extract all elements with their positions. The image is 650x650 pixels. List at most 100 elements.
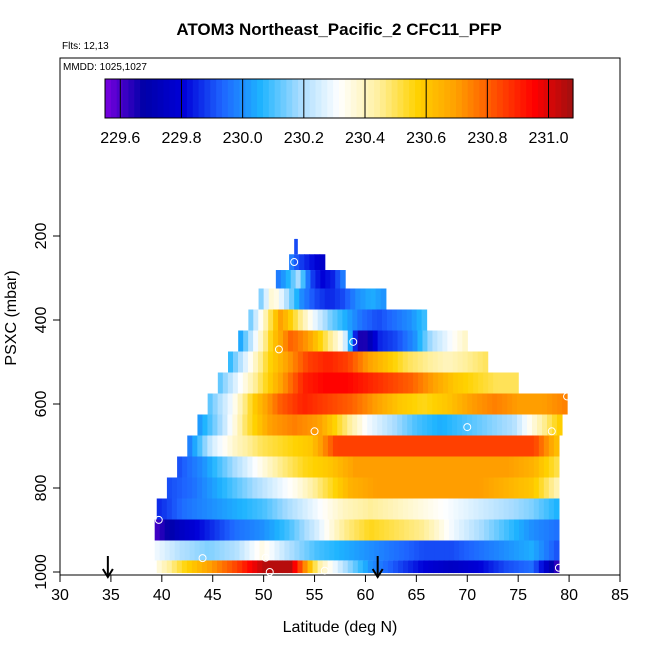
heatmap-cell — [448, 560, 454, 574]
heatmap-cell — [272, 498, 278, 520]
heatmap-cell — [257, 498, 263, 520]
heatmap-cell — [449, 540, 455, 561]
colorbar-segment — [227, 79, 235, 118]
heatmap-cell — [462, 414, 468, 436]
heatmap-cell — [217, 560, 223, 574]
heatmap-cell — [248, 330, 254, 352]
heatmap-cell — [472, 393, 478, 415]
heatmap-cell — [327, 456, 334, 478]
heatmap-cell — [204, 519, 211, 541]
heatmap-cell — [408, 372, 414, 394]
heatmap-cell — [458, 456, 465, 478]
heatmap-cell — [553, 456, 560, 478]
heatmap-cell — [438, 372, 444, 394]
heatmap-cell — [277, 414, 283, 436]
heatmap-cell — [428, 435, 434, 457]
heatmap-cell — [322, 456, 329, 478]
heatmap-cell — [274, 540, 281, 561]
heatmap-cell — [329, 540, 335, 561]
heatmap-cell — [197, 477, 203, 499]
heatmap-cell — [222, 372, 229, 394]
heatmap-cell — [442, 414, 448, 436]
heatmap-cell — [464, 519, 470, 541]
heatmap-cell — [428, 372, 434, 394]
heatmap-cell — [398, 435, 404, 457]
heatmap-cell — [337, 393, 344, 415]
heatmap-cell — [182, 456, 188, 478]
heatmap-cell — [478, 456, 485, 478]
heatmap-cell — [292, 414, 298, 436]
heatmap-cell — [553, 435, 560, 457]
heatmap-cell — [528, 519, 535, 541]
heatmap-cell — [247, 498, 253, 520]
heatmap-cell — [292, 435, 299, 457]
heatmap-cell — [217, 372, 224, 394]
heatmap-cell — [217, 456, 223, 478]
heatmap-cell — [267, 477, 274, 499]
heatmap-cell — [442, 351, 449, 373]
heatmap-cell — [322, 372, 329, 394]
heatmap-cell — [443, 372, 449, 394]
heatmap-cell — [498, 435, 505, 457]
heatmap-cell — [407, 393, 413, 415]
heatmap-cell — [207, 414, 214, 436]
heatmap-cell — [459, 519, 465, 541]
heatmap-cell — [302, 477, 309, 499]
heatmap-cell — [397, 330, 404, 352]
heatmap-cell — [498, 456, 505, 478]
heatmap-cell — [252, 414, 258, 436]
heatmap-cell — [347, 456, 354, 478]
heatmap-cell — [388, 435, 394, 457]
heatmap-cell — [463, 477, 470, 499]
heatmap-cell — [324, 288, 331, 310]
heatmap-cell — [229, 540, 236, 561]
heatmap-cell — [398, 477, 404, 499]
heatmap-cell — [473, 456, 480, 478]
heatmap-cell — [219, 540, 226, 561]
heatmap-cell — [287, 330, 294, 352]
x-tick-label: 85 — [611, 587, 629, 604]
heatmap-cell — [305, 270, 312, 289]
heatmap-cell — [412, 393, 418, 415]
sample-point — [547, 427, 556, 436]
heatmap-cell — [427, 330, 434, 352]
heatmap-cell — [422, 393, 428, 415]
heatmap-cell — [463, 435, 470, 457]
heatmap-cell — [453, 456, 460, 478]
heatmap-cell — [406, 309, 413, 331]
heatmap-cell — [518, 498, 525, 520]
heatmap-cell — [287, 372, 294, 394]
heatmap-cell — [412, 351, 419, 373]
heatmap-cell — [267, 351, 274, 373]
heatmap-cell — [479, 519, 485, 541]
heatmap-cell — [438, 560, 444, 574]
heatmap-cell — [493, 560, 500, 574]
heatmap-cell — [417, 414, 423, 436]
heatmap-cell — [478, 498, 485, 520]
heatmap-cell — [252, 372, 259, 394]
heatmap-cell — [363, 435, 369, 457]
heatmap-cell — [528, 435, 535, 457]
heatmap-cell — [292, 560, 299, 574]
heatmap-cell — [372, 351, 379, 373]
colorbar-segment — [245, 79, 252, 118]
heatmap-cell — [458, 560, 464, 574]
heatmap-cell — [257, 477, 263, 499]
heatmap-cell — [342, 560, 349, 574]
y-tick-label: 600 — [33, 391, 50, 418]
colorbar-segment — [496, 79, 504, 118]
plot-frame — [59, 57, 621, 576]
heatmap-cell — [463, 372, 469, 394]
heatmap-cell — [375, 288, 382, 310]
heatmap-cell — [527, 414, 533, 436]
heatmap-cell — [402, 330, 409, 352]
heatmap-cell — [514, 519, 520, 541]
heatmap-cell — [317, 309, 324, 331]
heatmap-cell — [473, 435, 480, 457]
heatmap-cell — [171, 477, 178, 499]
heatmap-cell — [212, 456, 218, 478]
heatmap-cell — [469, 519, 475, 541]
heatmap-cell — [267, 393, 274, 415]
heatmap-cell — [191, 498, 198, 520]
heatmap-cell — [408, 498, 414, 520]
